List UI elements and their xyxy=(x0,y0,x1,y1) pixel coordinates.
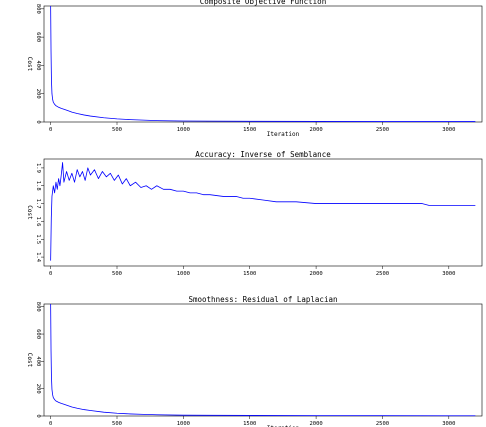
y-tick-label: 0 xyxy=(35,120,41,123)
y-tick-label: 800 xyxy=(35,302,41,312)
y-tick-label: 200 xyxy=(35,89,41,99)
y-tick-label: 400 xyxy=(35,356,41,366)
y-tick-label: 1.4 xyxy=(35,252,41,263)
x-tick-label: 2500 xyxy=(376,271,389,277)
x-tick-label: 500 xyxy=(112,127,122,133)
x-tick-label: 3000 xyxy=(442,127,455,133)
y-tick-label: 600 xyxy=(35,32,41,42)
y-tick-label: 200 xyxy=(35,384,41,394)
y-axis-label: Cost xyxy=(26,57,33,72)
series-line xyxy=(50,162,476,261)
x-axis-label: Iteration xyxy=(267,425,300,427)
x-tick-label: 500 xyxy=(112,271,122,277)
x-tick-label: 2000 xyxy=(309,127,322,133)
chart-title: Accuracy: Inverse of Semblance xyxy=(195,150,331,159)
y-tick-label: 1.5 xyxy=(35,234,41,244)
y-tick-label: 600 xyxy=(35,329,41,339)
series-line xyxy=(50,303,476,417)
y-tick-label: 400 xyxy=(35,60,41,70)
x-tick-label: 3000 xyxy=(442,421,455,427)
y-tick-label: 1.6 xyxy=(35,216,41,226)
chart-title: Composite Objective Function xyxy=(200,0,326,6)
x-tick-label: 0 xyxy=(49,421,52,427)
y-tick-label: 1.7 xyxy=(35,199,41,209)
x-tick-label: 2000 xyxy=(309,421,322,427)
chart-panel-3: Smoothness: Residual of Laplacian 0 500 100… xyxy=(26,295,483,427)
y-tick-label: 0 xyxy=(35,414,41,417)
plot-frame xyxy=(43,158,483,267)
chart-panel-2: Accuracy: Inverse of Semblance 0 500 1000 15… xyxy=(26,150,483,277)
chart-panel-1: Composite Objective Function 0 500 1000 1500… xyxy=(26,0,483,138)
x-tick-label: 1500 xyxy=(243,271,256,277)
series-line xyxy=(50,5,476,122)
x-tick-label: 1500 xyxy=(243,127,256,133)
x-tick-label: 0 xyxy=(49,127,52,133)
y-axis-label: Cost xyxy=(26,353,33,368)
x-tick-label: 500 xyxy=(112,421,122,427)
y-tick-label: 1.8 xyxy=(35,181,41,191)
x-tick-label: 3000 xyxy=(442,271,455,277)
plot-frame xyxy=(43,303,483,417)
plot-frame xyxy=(43,5,483,123)
x-axis-label: Iteration xyxy=(267,131,300,138)
y-tick-label: 1.9 xyxy=(35,163,41,173)
x-tick-label: 0 xyxy=(49,271,52,277)
x-tick-label: 2500 xyxy=(376,127,389,133)
y-tick-label: 800 xyxy=(35,4,41,14)
x-tick-label: 2500 xyxy=(376,421,389,427)
x-tick-label: 2000 xyxy=(309,271,322,277)
y-axis-label: Cost xyxy=(26,205,33,220)
x-tick-label: 1000 xyxy=(177,421,190,427)
x-tick-label: 1500 xyxy=(243,421,256,427)
x-tick-label: 1000 xyxy=(177,127,190,133)
x-tick-label: 1000 xyxy=(177,271,190,277)
chart-title: Smoothness: Residual of Laplacian xyxy=(188,295,337,304)
